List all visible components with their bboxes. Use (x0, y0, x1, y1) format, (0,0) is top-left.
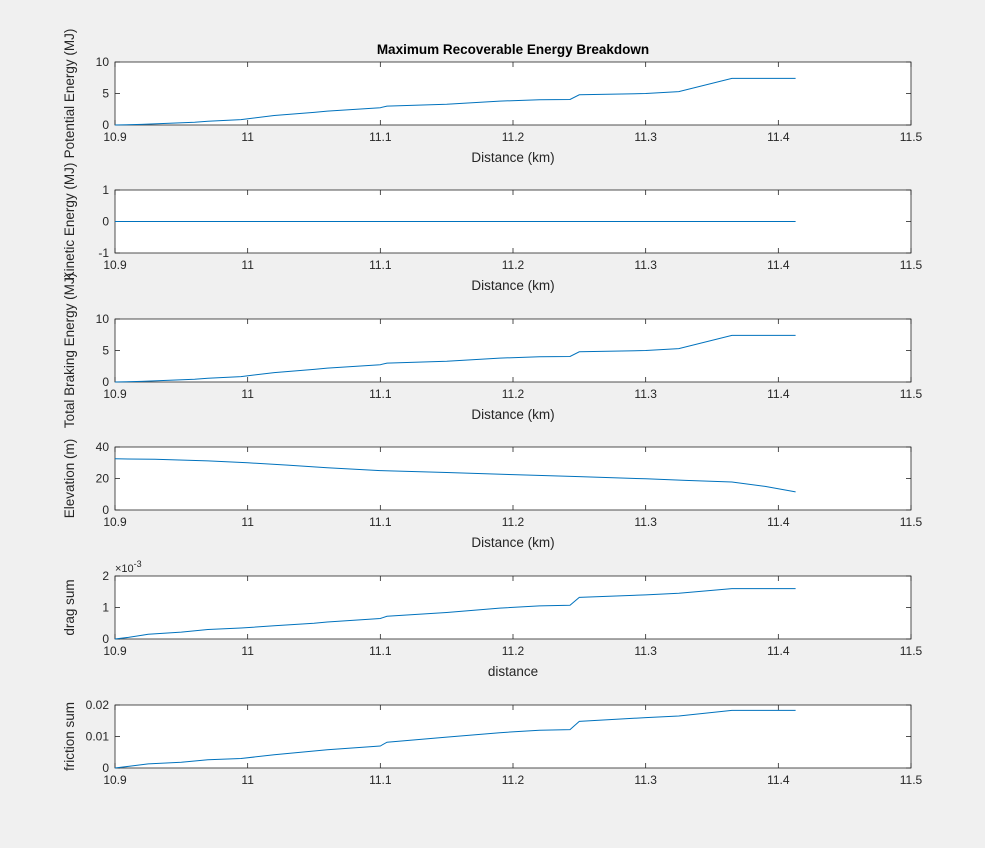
x-tick-label: 11.2 (502, 258, 525, 272)
chart-title: Maximum Recoverable Energy Breakdown (377, 42, 649, 57)
x-tick-label: 11.2 (502, 644, 525, 658)
x-tick-label: 11 (241, 258, 254, 272)
x-tick-label: 11.3 (634, 387, 657, 401)
y-tick-label: 40 (96, 440, 110, 454)
axes-3-box (114, 318, 912, 383)
x-tick-label: 11.5 (900, 644, 923, 658)
y-axis-label: Total Braking Energy (MJ) (62, 273, 77, 428)
y-axis-label: friction sum (62, 702, 77, 771)
y-tick-label: 1 (102, 601, 109, 615)
x-tick-label: 11 (241, 644, 254, 658)
series-line-3 (114, 334, 796, 383)
y-tick-label: 2 (102, 569, 109, 583)
x-tick-label: 11.1 (369, 387, 392, 401)
x-tick-label: 11.4 (767, 258, 790, 272)
series-line-6 (114, 709, 796, 769)
x-tick-label: 10.9 (103, 773, 127, 787)
y-tick-label: 0 (102, 503, 109, 517)
x-tick-label: 10.9 (103, 515, 127, 529)
series-line-1 (114, 77, 796, 126)
x-tick-label: 10.9 (103, 130, 127, 144)
x-tick-label: 11 (241, 387, 254, 401)
x-tick-label: 11.1 (369, 644, 392, 658)
x-tick-label: 11.1 (369, 130, 392, 144)
x-tick-label: 10.9 (103, 387, 127, 401)
x-tick-label: 11.2 (502, 130, 525, 144)
y-tick-label: 0 (102, 118, 109, 132)
y-tick-label: 10 (96, 312, 110, 326)
x-tick-label: 11.4 (767, 130, 790, 144)
y-tick-label: 1 (102, 183, 109, 197)
x-tick-label: 11.3 (634, 515, 657, 529)
x-axis-label: distance (488, 664, 538, 679)
y-tick-label: 5 (102, 344, 109, 358)
x-tick-label: 11.2 (502, 773, 525, 787)
x-axis-label: Distance (km) (471, 278, 554, 293)
x-tick-label: 11.3 (634, 258, 657, 272)
x-tick-label: 11.3 (634, 644, 657, 658)
x-tick-label: 11 (241, 130, 254, 144)
y-tick-label: 0.01 (86, 730, 110, 744)
y-axis-label: Kinetic Energy (MJ) (62, 163, 77, 281)
y-axis-label: Potential Energy (MJ) (62, 29, 77, 159)
axes-4-box (114, 446, 912, 511)
y-tick-label: 0 (102, 215, 109, 229)
x-axis-label: Distance (km) (471, 535, 554, 550)
x-tick-label: 11.5 (900, 515, 923, 529)
x-axis-label: Distance (km) (471, 407, 554, 422)
x-tick-label: 11.4 (767, 387, 790, 401)
x-tick-label: 11.1 (369, 773, 392, 787)
x-tick-label: 10.9 (103, 258, 127, 272)
x-tick-label: 10.9 (103, 644, 127, 658)
x-axis-label: Distance (km) (471, 150, 554, 165)
x-tick-label: 11.3 (634, 773, 657, 787)
x-tick-label: 11.5 (900, 258, 923, 272)
x-tick-label: 11.3 (634, 130, 657, 144)
y-tick-label: 0.02 (86, 698, 110, 712)
x-tick-label: 11.2 (502, 387, 525, 401)
x-tick-label: 11.5 (900, 387, 923, 401)
y-tick-label: -1 (98, 246, 109, 260)
x-tick-label: 11.2 (502, 515, 525, 529)
x-tick-label: 11.4 (767, 644, 790, 658)
x-tick-label: 11.5 (900, 130, 923, 144)
y-tick-label: 10 (96, 55, 110, 69)
y-tick-label: 5 (102, 87, 109, 101)
y-exponent-label: ×10-3 (115, 559, 142, 575)
series-line-4 (114, 458, 796, 493)
y-tick-label: 0 (102, 632, 109, 646)
y-tick-label: 0 (102, 375, 109, 389)
x-tick-label: 11.4 (767, 515, 790, 529)
series-line-5 (114, 588, 796, 640)
x-tick-label: 11.1 (369, 258, 392, 272)
x-tick-label: 11 (241, 515, 254, 529)
axes-1-box (114, 61, 912, 126)
x-tick-label: 11.5 (900, 773, 923, 787)
x-tick-label: 11.4 (767, 773, 790, 787)
y-tick-label: 0 (102, 761, 109, 775)
x-tick-label: 11.1 (369, 515, 392, 529)
y-axis-label: Elevation (m) (62, 439, 77, 519)
y-axis-label: drag sum (62, 579, 77, 635)
x-tick-label: 11 (241, 773, 254, 787)
y-tick-label: 20 (96, 472, 110, 486)
